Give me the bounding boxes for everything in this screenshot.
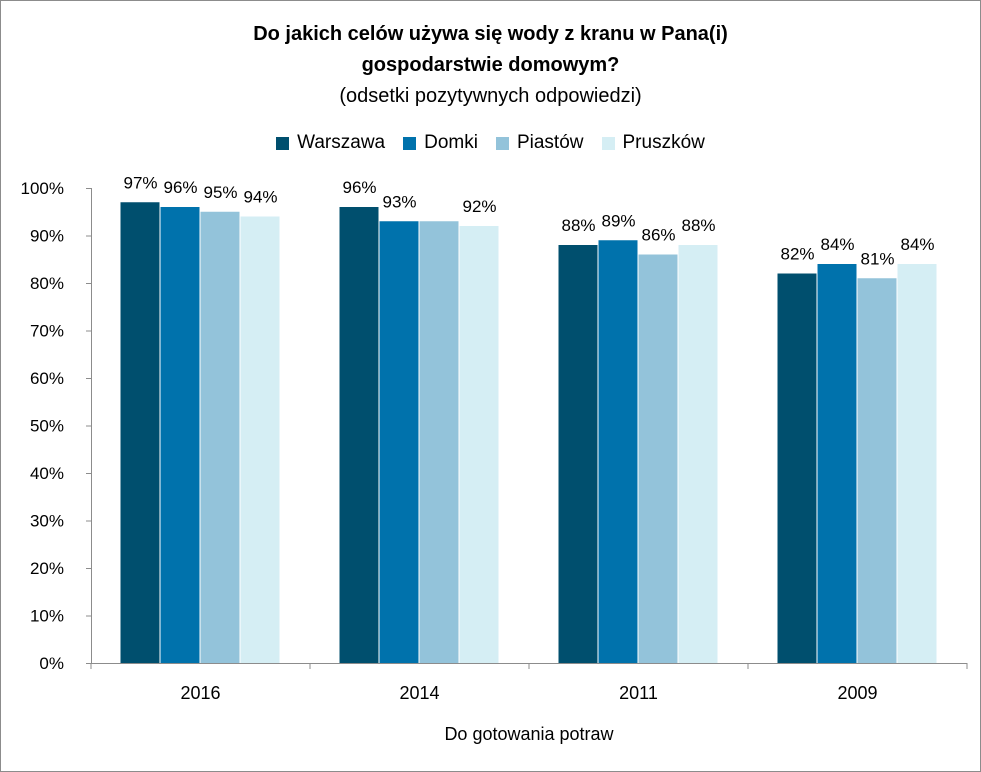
legend-swatch xyxy=(276,136,290,150)
data-label: 84% xyxy=(900,235,934,254)
legend-item-piastow: Piastów xyxy=(495,132,584,154)
x-tick-label: 2016 xyxy=(180,683,220,703)
y-tick-label: 10% xyxy=(30,607,64,626)
chart-title-line-1: Do jakich celów używa się wody z kranu w… xyxy=(253,23,728,45)
x-axis-title: Do gotowania potraw xyxy=(444,724,614,744)
bar xyxy=(200,211,240,663)
chart-legend: Warszawa Domki Piastów Pruszków xyxy=(1,132,980,154)
y-tick-label: 20% xyxy=(30,559,64,578)
bar xyxy=(160,207,200,663)
bar xyxy=(120,202,160,663)
chart-title-line-2: gospodarstwie domowym? xyxy=(361,54,620,76)
data-label: 81% xyxy=(860,249,894,268)
y-tick-label: 40% xyxy=(30,464,64,483)
data-label: 82% xyxy=(780,245,814,264)
data-label: 96% xyxy=(163,178,197,197)
y-tick-label: 70% xyxy=(30,322,64,341)
x-tick-label: 2009 xyxy=(837,683,877,703)
legend-label: Pruszków xyxy=(622,132,705,153)
bar xyxy=(558,245,598,663)
data-label: 93% xyxy=(382,192,416,211)
bar xyxy=(598,240,638,663)
legend-item-pruszkow: Pruszków xyxy=(601,132,705,154)
bar xyxy=(638,254,678,663)
y-tick-label: 60% xyxy=(30,369,64,388)
y-tick-label: 0% xyxy=(39,654,64,673)
y-tick-label: 30% xyxy=(30,512,64,531)
data-label: 96% xyxy=(342,178,376,197)
data-label: 97% xyxy=(123,173,157,192)
bar xyxy=(339,207,379,663)
y-tick-label: 90% xyxy=(30,227,64,246)
bar xyxy=(419,221,459,663)
legend-label: Piastów xyxy=(516,132,584,153)
legend-item-domki: Domki xyxy=(403,132,478,154)
data-label: 84% xyxy=(820,235,854,254)
bar xyxy=(777,273,817,663)
legend-label: Domki xyxy=(424,132,478,153)
legend-swatch xyxy=(495,136,509,150)
legend-label: Warszawa xyxy=(297,132,386,153)
chart-title-block: Do jakich celów używa się wody z kranu w… xyxy=(1,19,980,112)
y-tick-label: 100% xyxy=(21,179,64,198)
x-tick-label: 2011 xyxy=(619,683,658,703)
bar xyxy=(379,221,419,663)
bar xyxy=(857,278,897,663)
data-label: 95% xyxy=(203,183,237,202)
y-tick-label: 50% xyxy=(30,417,64,436)
bar xyxy=(678,245,718,663)
data-label: 89% xyxy=(601,211,635,230)
bar xyxy=(459,226,499,663)
legend-item-warszawa: Warszawa xyxy=(276,132,385,154)
data-label: 86% xyxy=(641,226,675,245)
x-tick-label: 2014 xyxy=(399,683,439,703)
bar xyxy=(897,264,937,663)
bar xyxy=(817,264,857,663)
data-label: 92% xyxy=(462,197,496,216)
data-label: 88% xyxy=(681,216,715,235)
chart-subtitle: (odsetki pozytywnych odpowiedzi) xyxy=(339,85,642,107)
data-label: 88% xyxy=(561,216,595,235)
y-tick-label: 80% xyxy=(30,274,64,293)
legend-swatch xyxy=(403,136,417,150)
legend-swatch xyxy=(601,136,615,150)
data-label: 94% xyxy=(243,188,277,207)
bar xyxy=(240,216,280,663)
